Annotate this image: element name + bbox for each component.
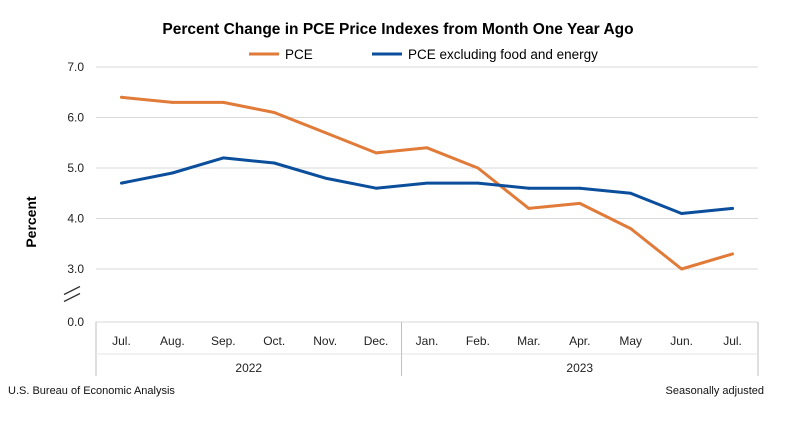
- data-point-0-1: [170, 100, 174, 104]
- x-tick-4: Nov.: [313, 334, 337, 348]
- data-point-0-11: [680, 267, 684, 271]
- y-tick-1: 3.0: [67, 262, 84, 276]
- x-tick-10: May: [619, 334, 642, 348]
- x-tick-5: Dec.: [364, 334, 389, 348]
- data-point-1-8: [527, 186, 531, 190]
- data-point-1-3: [272, 161, 276, 165]
- data-point-0-10: [629, 227, 633, 231]
- data-point-0-4: [323, 131, 327, 135]
- y-axis-label: Percent: [23, 196, 39, 248]
- data-point-0-7: [476, 166, 480, 170]
- data-point-1-9: [578, 186, 582, 190]
- series-lines: [120, 95, 734, 271]
- x-tick-3: Oct.: [263, 334, 285, 348]
- y-tick-0: 0.0: [67, 315, 84, 329]
- x-tick-1: Aug.: [160, 334, 185, 348]
- axis-break-mark: [63, 292, 81, 303]
- x-tick-12: Jul.: [723, 334, 742, 348]
- data-point-0-9: [578, 201, 582, 205]
- data-point-0-2: [221, 100, 225, 104]
- data-point-0-5: [374, 151, 378, 155]
- x-tick-9: Apr.: [569, 334, 590, 348]
- x-tick-7: Feb.: [466, 334, 490, 348]
- data-point-1-7: [476, 181, 480, 185]
- data-point-1-2: [221, 156, 225, 160]
- year-label-2022: 2022: [235, 361, 262, 375]
- x-tick-8: Mar.: [517, 334, 540, 348]
- data-point-1-1: [170, 171, 174, 175]
- series-line-1: [120, 156, 734, 215]
- data-point-1-12: [731, 207, 734, 210]
- data-point-0-12: [731, 252, 734, 256]
- x-axis: Jul. Aug. Sep. Oct. Nov. Dec. Jan. Feb. Mar. Apr.…: [95, 322, 759, 376]
- data-point-0-6: [425, 146, 429, 150]
- x-tick-11: Jun.: [670, 334, 693, 348]
- data-point-1-10: [629, 191, 633, 195]
- adjustment-note: Seasonally adjusted: [665, 385, 764, 397]
- data-point-1-4: [323, 176, 327, 180]
- source-note: U.S. Bureau of Economic Analysis: [8, 385, 175, 397]
- data-point-1-6: [425, 181, 429, 185]
- axis-break-mark: [63, 285, 81, 296]
- data-point-0-8: [527, 207, 531, 210]
- year-label-2023: 2023: [566, 361, 593, 375]
- y-tick-3: 5.0: [67, 161, 84, 175]
- y-tick-5: 7.0: [67, 60, 84, 74]
- y-tick-2: 4.0: [67, 212, 84, 226]
- x-tick-6: Jan.: [416, 334, 439, 348]
- chart-title: Percent Change in PCE Price Indexes from…: [162, 21, 633, 38]
- grid: [96, 66, 758, 323]
- y-tick-4: 6.0: [67, 111, 84, 125]
- data-point-0-3: [272, 111, 276, 114]
- legend: PCE PCE excluding food and energy: [249, 47, 598, 62]
- legend-label-0: PCE: [285, 47, 313, 62]
- x-tick-2: Sep.: [211, 334, 236, 348]
- legend-label-1: PCE excluding food and energy: [408, 47, 598, 62]
- y-axis: 0.0 3.0 4.0 5.0 6.0 7.0: [63, 60, 84, 329]
- data-point-1-5: [374, 186, 378, 190]
- data-point-1-0: [120, 181, 123, 185]
- x-tick-0: Jul.: [112, 334, 131, 348]
- data-point-1-11: [680, 212, 684, 215]
- data-point-0-0: [120, 95, 123, 99]
